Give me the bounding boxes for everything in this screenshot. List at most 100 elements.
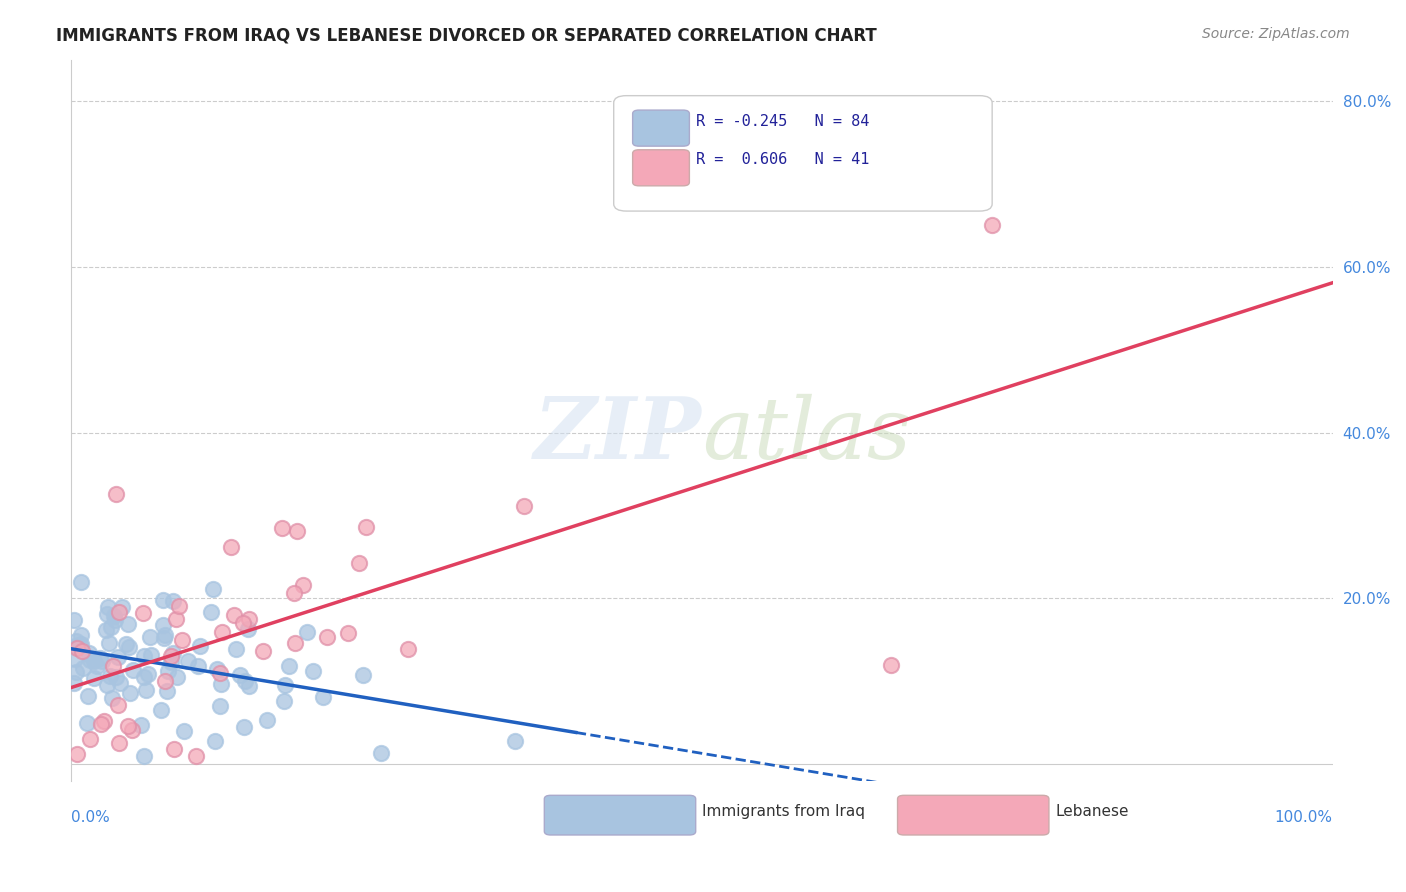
Point xyxy=(284,636,307,650)
Point xyxy=(79,646,101,660)
Point xyxy=(513,500,536,514)
Point xyxy=(352,668,374,682)
Point xyxy=(396,642,419,657)
FancyBboxPatch shape xyxy=(633,110,689,146)
Point xyxy=(108,605,131,619)
Point xyxy=(96,607,118,622)
Point xyxy=(76,689,98,703)
Point xyxy=(132,749,155,764)
Point xyxy=(110,599,132,614)
Point xyxy=(211,625,233,640)
Point xyxy=(238,612,260,626)
Point xyxy=(76,715,98,730)
Point xyxy=(98,636,121,650)
Text: Immigrants from Iraq: Immigrants from Iraq xyxy=(702,804,865,819)
Point xyxy=(173,723,195,738)
Point xyxy=(132,606,155,620)
Point xyxy=(83,671,105,685)
Point xyxy=(209,665,232,680)
Point xyxy=(152,592,174,607)
Point xyxy=(209,698,232,713)
Text: atlas: atlas xyxy=(702,393,911,476)
Point xyxy=(101,658,124,673)
Point xyxy=(152,618,174,632)
Point xyxy=(89,651,111,665)
Point xyxy=(65,665,87,679)
Point xyxy=(104,487,127,501)
Point xyxy=(283,586,305,600)
Point xyxy=(225,642,247,657)
Point xyxy=(141,648,163,663)
Point xyxy=(94,623,117,637)
Point xyxy=(139,630,162,644)
Point xyxy=(356,519,378,533)
FancyBboxPatch shape xyxy=(613,95,993,211)
Point xyxy=(219,541,242,555)
Point xyxy=(65,651,87,665)
Point xyxy=(83,654,105,668)
Point xyxy=(256,713,278,727)
Point xyxy=(285,524,308,538)
Point xyxy=(205,662,228,676)
Point xyxy=(301,664,323,678)
Point xyxy=(204,734,226,748)
Point xyxy=(170,633,193,648)
Point xyxy=(184,749,207,764)
Point xyxy=(90,655,112,669)
Point xyxy=(65,633,87,648)
Point xyxy=(274,678,297,692)
Point xyxy=(880,657,903,672)
Point xyxy=(209,677,232,691)
Point xyxy=(65,639,87,653)
Point xyxy=(187,659,209,673)
Point xyxy=(270,521,292,535)
Point xyxy=(236,623,259,637)
Point xyxy=(117,617,139,632)
Point xyxy=(163,741,186,756)
Point xyxy=(132,670,155,684)
Point xyxy=(79,653,101,667)
Point xyxy=(72,661,94,675)
Point xyxy=(107,736,129,750)
Point xyxy=(233,674,256,689)
Point xyxy=(153,627,176,641)
Point xyxy=(503,734,526,748)
Point xyxy=(120,686,142,700)
Point xyxy=(69,574,91,589)
Point xyxy=(66,747,89,761)
Text: 0.0%: 0.0% xyxy=(72,810,110,825)
Point xyxy=(162,593,184,607)
Point xyxy=(132,648,155,663)
Point xyxy=(135,683,157,698)
Point xyxy=(150,704,173,718)
Point xyxy=(337,626,360,640)
Point xyxy=(159,648,181,663)
Point xyxy=(100,690,122,705)
Point xyxy=(238,679,260,693)
Point xyxy=(370,746,392,760)
Point xyxy=(188,639,211,653)
Point xyxy=(157,664,180,678)
Point xyxy=(162,646,184,660)
Point xyxy=(62,613,84,627)
Point xyxy=(232,616,254,631)
Point xyxy=(69,638,91,652)
Point xyxy=(98,669,121,683)
Point xyxy=(90,717,112,731)
Point xyxy=(138,666,160,681)
Point xyxy=(169,599,191,613)
Text: ZIP: ZIP xyxy=(534,392,702,476)
Point xyxy=(104,613,127,627)
Point xyxy=(66,640,89,655)
Point xyxy=(200,606,222,620)
Point xyxy=(159,655,181,669)
Point xyxy=(156,684,179,698)
Text: IMMIGRANTS FROM IRAQ VS LEBANESE DIVORCED OR SEPARATED CORRELATION CHART: IMMIGRANTS FROM IRAQ VS LEBANESE DIVORCE… xyxy=(56,27,877,45)
Point xyxy=(347,556,370,570)
Point xyxy=(93,714,115,729)
FancyBboxPatch shape xyxy=(897,796,1049,835)
Point xyxy=(100,619,122,633)
Point xyxy=(166,670,188,684)
Text: 100.0%: 100.0% xyxy=(1275,810,1333,825)
Point xyxy=(121,663,143,677)
